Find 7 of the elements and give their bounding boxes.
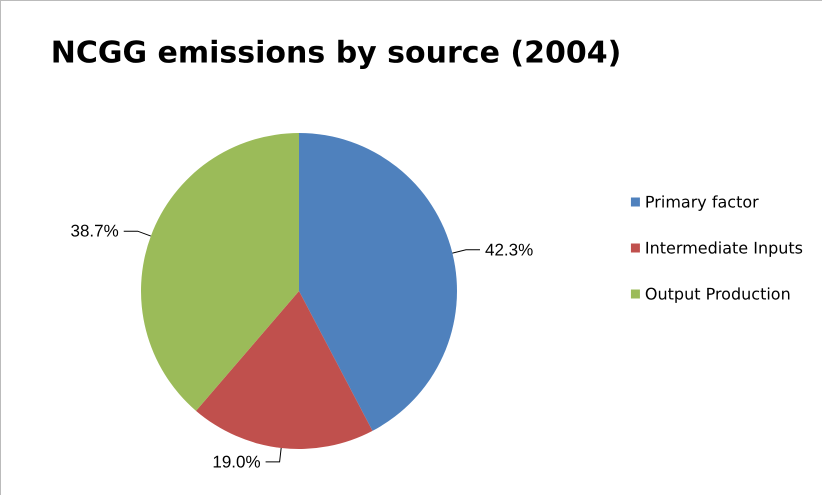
legend-label: Output Production	[644, 284, 791, 304]
legend-label: Intermediate Inputs	[644, 238, 803, 258]
data-label: 19.0%	[212, 452, 261, 472]
legend-label: Primary factor	[644, 192, 760, 212]
data-label: 42.3%	[484, 240, 534, 260]
data-label: 38.7%	[70, 222, 119, 241]
chart-title: NCGG emissions by source (2004)	[50, 36, 622, 70]
